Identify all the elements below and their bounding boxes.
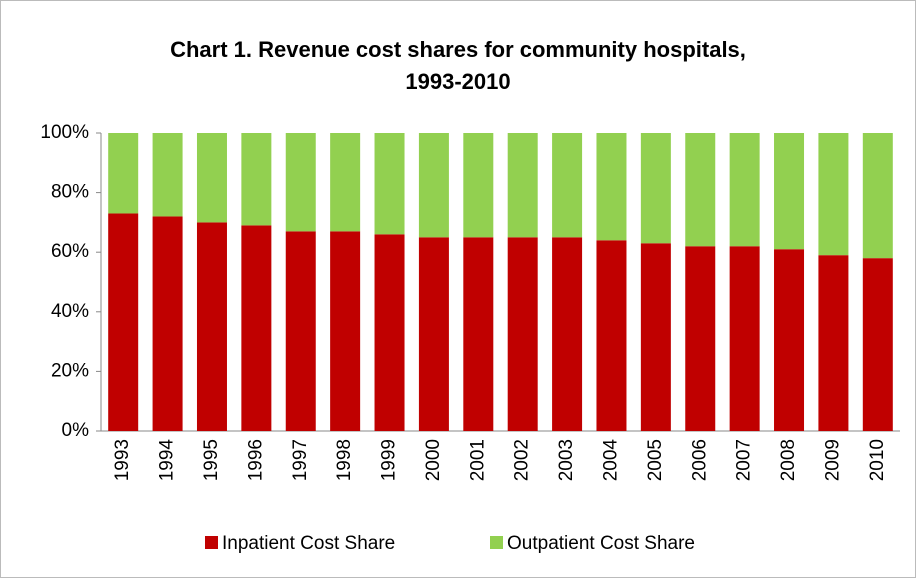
bar-segment bbox=[552, 133, 583, 238]
bar-segment bbox=[774, 249, 805, 431]
x-tick-label: 2002 bbox=[512, 439, 533, 481]
bar-segment bbox=[729, 133, 760, 247]
bar-segment bbox=[463, 237, 494, 431]
bar-segment bbox=[418, 237, 449, 431]
y-tick-label: 20% bbox=[51, 360, 89, 381]
x-tick-label: 2004 bbox=[600, 439, 621, 482]
bar-segment bbox=[374, 234, 405, 431]
x-tick-label: 2005 bbox=[645, 439, 666, 481]
x-tick-label: 2006 bbox=[689, 439, 710, 481]
bar-segment bbox=[596, 133, 627, 241]
x-tick-label: 1993 bbox=[112, 439, 133, 481]
x-tick-label: 1999 bbox=[379, 439, 400, 481]
x-tick-label: 1998 bbox=[334, 439, 355, 481]
bar-segment bbox=[241, 133, 272, 226]
bar-segment bbox=[418, 133, 449, 238]
bar-segment bbox=[818, 133, 849, 256]
bar-segment bbox=[152, 216, 183, 431]
x-tick-label: 1994 bbox=[157, 439, 178, 482]
y-tick-label: 80% bbox=[51, 182, 89, 203]
legend-swatch bbox=[205, 536, 218, 549]
bar-segment bbox=[774, 133, 805, 250]
y-tick-label: 40% bbox=[51, 301, 89, 322]
x-tick-label: 1996 bbox=[245, 439, 266, 481]
bar-segment bbox=[507, 133, 538, 238]
x-tick-label: 2007 bbox=[734, 439, 755, 481]
bar-segment bbox=[862, 133, 893, 259]
x-tick-label: 1995 bbox=[201, 439, 222, 481]
bar-segment bbox=[862, 258, 893, 431]
bar-segment bbox=[463, 133, 494, 238]
y-tick-label: 100% bbox=[40, 122, 89, 143]
bar-segment bbox=[285, 133, 316, 232]
x-tick-label: 2010 bbox=[867, 439, 888, 481]
y-tick-label: 60% bbox=[51, 241, 89, 262]
bar-segment bbox=[330, 133, 361, 232]
x-tick-label: 2000 bbox=[423, 439, 444, 481]
bar-segment bbox=[729, 246, 760, 431]
x-tick-label: 2001 bbox=[467, 439, 488, 481]
legend-label: Outpatient Cost Share bbox=[507, 533, 695, 554]
bar-segment bbox=[685, 246, 716, 431]
bar-segment bbox=[108, 133, 139, 214]
bar-segment bbox=[241, 225, 272, 431]
bar-segment bbox=[596, 240, 627, 431]
bar-segment bbox=[507, 237, 538, 431]
legend-swatch bbox=[490, 536, 503, 549]
bar-segment bbox=[640, 133, 671, 244]
bar-segment bbox=[685, 133, 716, 247]
x-tick-label: 2009 bbox=[822, 439, 843, 481]
x-tick-label: 2003 bbox=[556, 439, 577, 481]
y-tick-label: 0% bbox=[62, 420, 90, 441]
bar-segment bbox=[552, 237, 583, 431]
x-tick-label: 1997 bbox=[290, 439, 311, 481]
bar-segment bbox=[152, 133, 183, 217]
bar-segment bbox=[108, 213, 139, 431]
bar-segment bbox=[818, 255, 849, 431]
chart-title: Chart 1. Revenue cost shares for communi… bbox=[170, 37, 746, 94]
bar-segment bbox=[285, 231, 316, 431]
bar-segment bbox=[640, 243, 671, 431]
bar-segment bbox=[374, 133, 405, 235]
bar-segment bbox=[330, 231, 361, 431]
bar-segment bbox=[196, 133, 227, 223]
legend-label: Inpatient Cost Share bbox=[222, 533, 395, 554]
bar-segment bbox=[196, 222, 227, 431]
x-tick-label: 2008 bbox=[778, 439, 799, 481]
